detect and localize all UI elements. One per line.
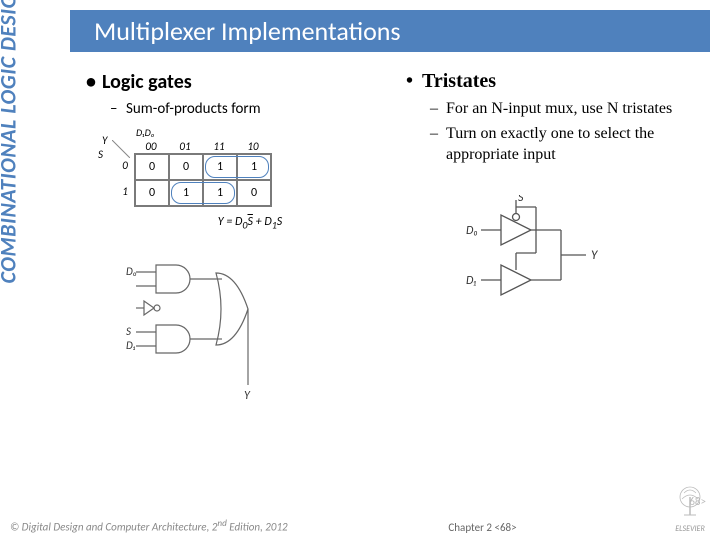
footer-chapter: Chapter 2 <68> (325, 521, 640, 534)
tristate-s-label: S (518, 195, 524, 205)
title-bar: Multiplexer Implementations (70, 10, 710, 52)
gate-svg: D₀ S D₁ Y (126, 255, 286, 405)
right-sub1: For an N-input mux, use N tristates (406, 99, 694, 120)
right-sub2: Turn on exactly one to select the approp… (406, 124, 694, 166)
footer: © Digital Design and Computer Architectu… (10, 481, 710, 534)
gate-d1-label: D₁ (126, 339, 136, 352)
footer-ed-b: Edition, 2012 (227, 521, 288, 534)
footer-copyright: © Digital Design and Computer Architectu… (10, 518, 325, 534)
tristate-svg: S D₀ D₁ Y (466, 195, 626, 325)
kmap-grid: 0 0 1 1 0 1 1 0 (134, 153, 272, 207)
kmap-col-labels: 00 01 11 10 (134, 140, 296, 153)
eq-lhs: Y = (218, 215, 235, 229)
kmap-cell: 0 (135, 154, 169, 180)
kmap-row-labels: 0 1 (116, 153, 134, 207)
kmap-col-0: 00 (134, 140, 168, 153)
eq-plus: + (253, 215, 264, 229)
kmap-col-1: 01 (168, 140, 202, 153)
gate-s-label: S (126, 325, 131, 338)
left-column: Logic gates Sum-of-products form Y S D₁D… (70, 62, 390, 418)
left-sub1: Sum-of-products form (86, 100, 374, 120)
kmap-cell: 0 (237, 180, 271, 206)
kmap-cell: 1 (203, 154, 237, 180)
left-heading: Logic gates (86, 70, 374, 94)
footer-copy-symbol: © (10, 521, 22, 534)
right-column: Tristates For an N-input mux, use N tris… (390, 62, 710, 418)
kmap-cell: 1 (203, 180, 237, 206)
eq-s: S (277, 215, 282, 229)
kmap-row-1: 1 (116, 179, 134, 205)
tristate-d1-label: D₁ (466, 274, 476, 288)
slide-title: Multiplexer Implementations (94, 15, 401, 47)
kmap-top-var: D₁D₀ (136, 126, 155, 139)
footer-ed-a: , 2 (207, 521, 218, 534)
kmap-cell: 0 (169, 154, 203, 180)
footer-ed-sup: nd (217, 518, 226, 529)
kmap-cell: 0 (135, 180, 169, 206)
kmap-diagonal (112, 140, 130, 158)
elsevier-text: ELSEVIER (675, 524, 705, 534)
gate-d0-label: D₀ (126, 265, 137, 278)
right-heading: Tristates (406, 70, 694, 93)
sidebar-title: COMBINATIONAL LOGIC DESIGN (0, 0, 22, 284)
kmap-col-2: 11 (202, 140, 236, 153)
kmap-s-label: S (98, 148, 103, 161)
content-area: Logic gates Sum-of-products form Y S D₁D… (70, 62, 710, 418)
kmap-cell: 1 (237, 154, 271, 180)
eq-d2: D (264, 215, 271, 229)
gate-y-label: Y (244, 389, 251, 403)
kmap-cell: 1 (169, 180, 203, 206)
tristate-d0-label: D₀ (466, 224, 478, 238)
footer-book-title: Digital Design and Computer Architecture (22, 521, 207, 534)
elsevier-logo: ELSEVIER (670, 481, 710, 534)
tristate-diagram: S D₀ D₁ Y (466, 195, 694, 330)
kmap-col-3: 10 (236, 140, 270, 153)
kmap-equation: Y = D0S + D1S (126, 215, 374, 231)
gate-diagram: D₀ S D₁ Y (126, 255, 374, 410)
footer-publisher: ELSEVIER (640, 481, 710, 534)
kmap: Y S D₁D₀ 00 01 11 10 0 1 0 (116, 140, 374, 231)
tristate-y-label: Y (591, 248, 599, 263)
kmap-y-label: Y (102, 134, 107, 147)
elsevier-tree-icon (670, 481, 710, 521)
